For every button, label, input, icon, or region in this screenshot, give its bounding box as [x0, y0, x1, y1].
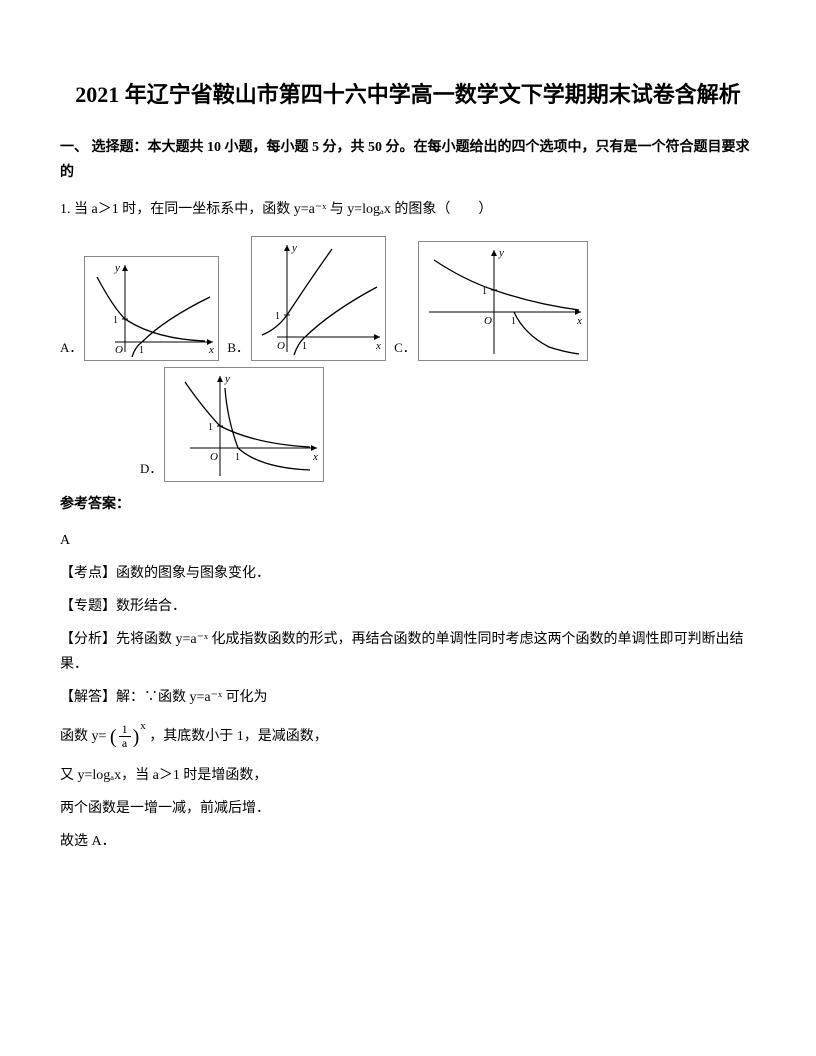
svg-text:y: y: [498, 247, 504, 259]
option-c-label: C．: [394, 336, 416, 361]
graph-b: O x y 1 1: [251, 236, 386, 361]
svg-text:1: 1: [511, 316, 516, 327]
solve-label: 【解答】: [60, 690, 116, 705]
solve-row-5: 故选 A．: [60, 829, 756, 854]
svg-text:x: x: [208, 344, 214, 356]
solve-row-2: 函数 y= ( 1a ) x ，其底数小于 1，是减函数，: [60, 719, 756, 755]
option-c: C． O x y 1 1: [394, 241, 588, 361]
topic-label: 【考点】: [60, 566, 116, 581]
solve-text-2a: 函数 y=: [60, 729, 106, 744]
solve-row-1: 【解答】解：∵函数 y=a⁻ˣ 可化为: [60, 685, 756, 710]
svg-text:O: O: [115, 344, 123, 356]
question-text: 当 a＞1 时，在同一坐标系中，函数 y=a⁻ˣ 与 y=logₐx 的图象（ …: [74, 202, 492, 217]
analysis-label: 【分析】: [60, 632, 116, 647]
svg-text:1: 1: [208, 422, 213, 433]
options-row-2: D． O x y 1 1: [140, 367, 756, 482]
svg-text:1: 1: [139, 345, 144, 356]
answer-header: 参考答案：: [60, 492, 756, 517]
topic-text: 函数的图象与图象变化．: [116, 566, 270, 581]
svg-text:1: 1: [275, 311, 280, 322]
option-d: D． O x y 1 1: [140, 367, 324, 482]
subject-text: 数形结合．: [116, 599, 186, 614]
subject-row: 【专题】数形结合．: [60, 594, 756, 619]
solve-row-3: 又 y=logₐx，当 a＞1 时是增函数，: [60, 763, 756, 788]
svg-text:O: O: [484, 315, 492, 327]
svg-text:y: y: [224, 373, 230, 385]
option-d-label: D．: [140, 457, 162, 482]
svg-text:x: x: [312, 451, 318, 463]
svg-text:O: O: [210, 451, 218, 463]
topic-row: 【考点】函数的图象与图象变化．: [60, 561, 756, 586]
svg-text:y: y: [114, 262, 120, 274]
solve-row-4: 两个函数是一增一减，前减后增．: [60, 796, 756, 821]
svg-text:O: O: [277, 340, 285, 352]
section-1-header: 一、 选择题：本大题共 10 小题，每小题 5 分，共 50 分。在每小题给出的…: [60, 135, 756, 185]
solve-text-1: 解：∵函数 y=a⁻ˣ 可化为: [116, 690, 268, 705]
svg-text:1: 1: [302, 341, 307, 352]
graph-a: O x y 1 1: [84, 256, 219, 361]
svg-text:1: 1: [235, 452, 240, 463]
subject-label: 【专题】: [60, 599, 116, 614]
option-a-label: A．: [60, 336, 82, 361]
solve-text-2b: ，其底数小于 1，是减函数，: [149, 729, 328, 744]
question-number: 1.: [60, 202, 71, 217]
analysis-row: 【分析】先将函数 y=a⁻ˣ 化成指数函数的形式，再结合函数的单调性同时考虑这两…: [60, 627, 756, 677]
svg-text:x: x: [375, 340, 381, 352]
option-b: B． O x y 1 1: [227, 236, 386, 361]
question-1: 1. 当 a＞1 时，在同一坐标系中，函数 y=a⁻ˣ 与 y=logₐx 的图…: [60, 197, 756, 222]
graph-c: O x y 1 1: [418, 241, 588, 361]
options-row-1: A． O x y 1 1 B．: [60, 236, 756, 361]
svg-text:1: 1: [113, 315, 118, 326]
svg-text:y: y: [291, 242, 297, 254]
answer-letter: A: [60, 528, 756, 553]
analysis-text: 先将函数 y=a⁻ˣ 化成指数函数的形式，再结合函数的单调性同时考虑这两个函数的…: [60, 632, 744, 672]
option-b-label: B．: [227, 336, 249, 361]
option-a: A． O x y 1 1: [60, 256, 219, 361]
svg-text:x: x: [576, 315, 582, 327]
fraction-expression: ( 1a ) x: [110, 719, 146, 755]
exam-title: 2021 年辽宁省鞍山市第四十六中学高一数学文下学期期末试卷含解析: [60, 80, 756, 111]
graph-d: O x y 1 1: [164, 367, 324, 482]
